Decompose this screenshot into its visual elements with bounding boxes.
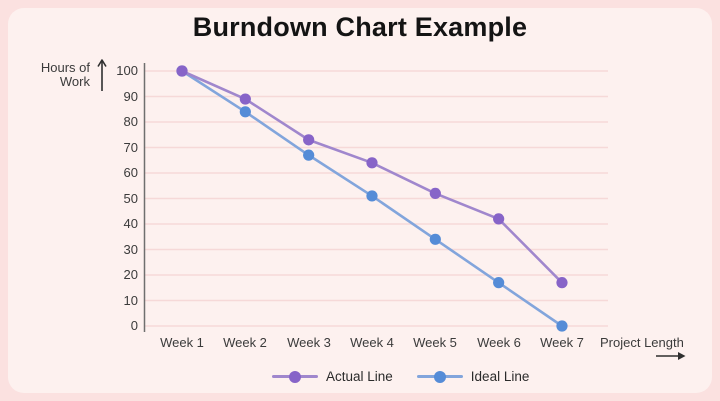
x-tick-label: Week 7 (540, 335, 584, 350)
up-arrow-icon (97, 59, 107, 91)
legend-item-actual: Actual Line (272, 369, 393, 384)
chart-legend: Actual Line Ideal Line (272, 369, 529, 384)
y-tick-label: 50 (123, 191, 138, 206)
data-point-marker (303, 134, 315, 146)
x-tick-label: Week 6 (477, 335, 521, 350)
data-point-marker (303, 149, 315, 161)
legend-item-ideal: Ideal Line (416, 369, 530, 384)
actual-line-marker-icon (289, 370, 301, 383)
x-tick-label: Week 3 (287, 335, 331, 350)
data-point-marker (556, 320, 568, 332)
y-tick-label: 30 (123, 242, 138, 257)
y-tick-label: 70 (123, 140, 138, 155)
data-point-marker (239, 106, 251, 118)
legend-label-ideal: Ideal Line (470, 369, 530, 384)
y-tick-label: 40 (123, 216, 138, 231)
data-point-marker (429, 233, 441, 245)
x-tick-label: Week 1 (160, 335, 204, 350)
y-tick-label: 0 (130, 318, 138, 333)
data-point-marker (493, 277, 505, 289)
ideal-line-marker-icon (433, 370, 446, 383)
actual-line-series (181, 69, 563, 284)
y-tick-label: 20 (123, 267, 138, 282)
y-tick-label: 10 (123, 293, 138, 308)
data-point-marker (366, 157, 378, 169)
chart-title: Burndown Chart Example (192, 12, 528, 42)
y-tick-label: 100 (116, 63, 138, 78)
data-point-marker (366, 190, 378, 202)
data-point-marker (556, 277, 568, 289)
right-arrow-icon (656, 352, 686, 360)
y-axis-label: Hours of Work (40, 60, 90, 89)
y-tick-label: 90 (123, 89, 138, 104)
y-tick-label: 80 (123, 114, 138, 129)
chart-card: Burndown Chart Example Hours of Work 100… (8, 8, 712, 393)
x-tick-label: Week 2 (223, 335, 267, 350)
data-point-marker (429, 187, 441, 199)
data-point-marker (239, 93, 251, 105)
x-axis-label: Project Length (600, 335, 684, 350)
y-tick-label: 60 (123, 165, 138, 180)
legend-label-actual: Actual Line (326, 369, 393, 384)
data-point-marker (176, 65, 188, 77)
x-tick-label: Week 4 (350, 335, 394, 350)
data-point-marker (493, 213, 505, 225)
ideal-line-sample (416, 370, 463, 383)
actual-line-sample (272, 370, 318, 383)
x-tick-label: Week 5 (413, 335, 457, 350)
